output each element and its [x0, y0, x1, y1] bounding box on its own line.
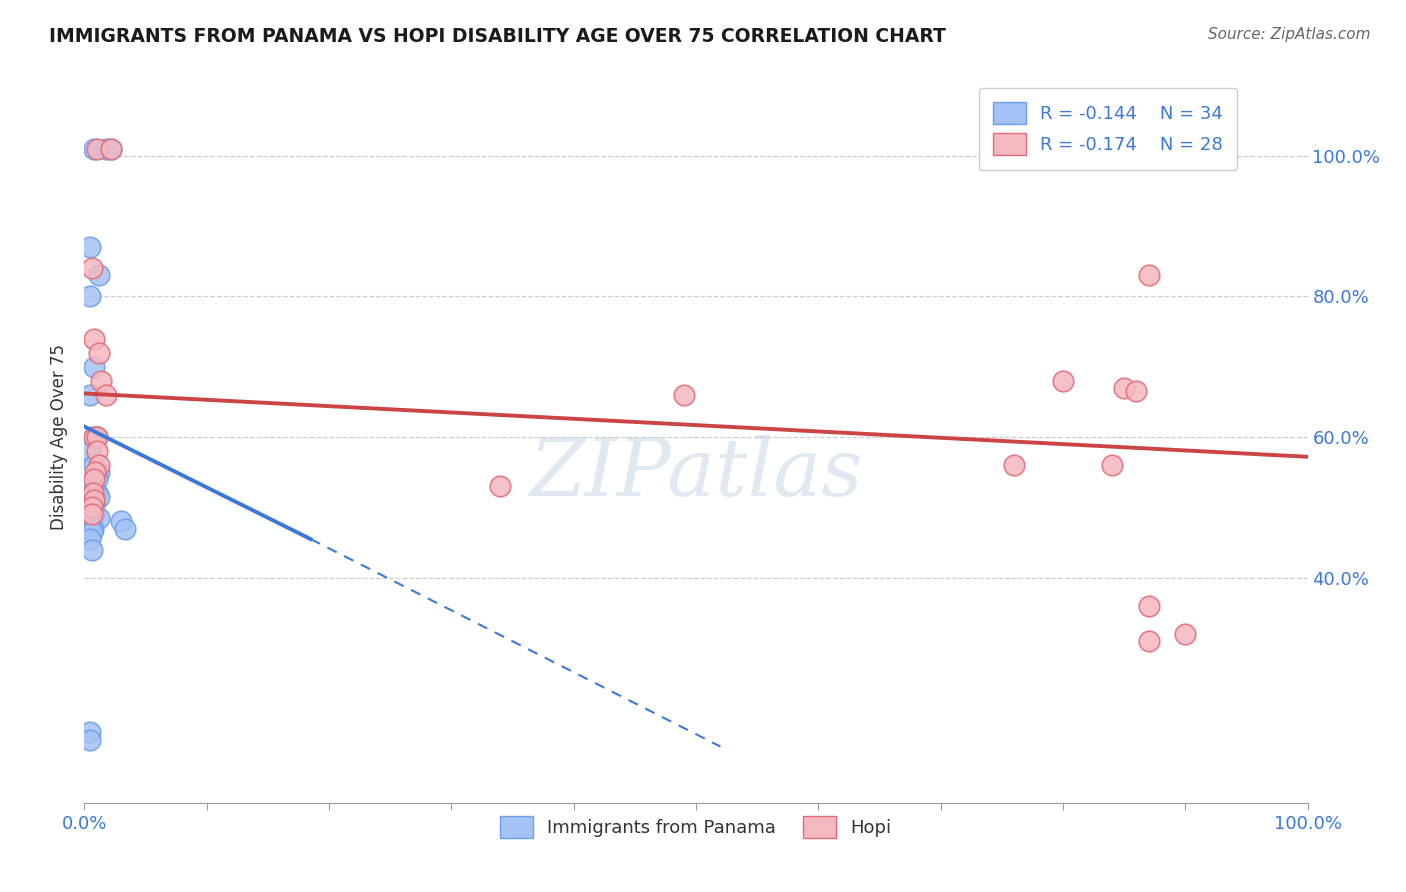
Point	[672, 388, 695, 402]
Point	[114, 522, 136, 536]
Point	[86, 444, 108, 458]
Point	[1137, 268, 1160, 283]
Point	[84, 465, 107, 479]
Point	[80, 500, 103, 515]
Point	[83, 430, 105, 444]
Point	[1002, 458, 1025, 473]
Point	[83, 483, 105, 497]
Point	[1137, 634, 1160, 648]
Point	[86, 472, 108, 486]
Point	[87, 345, 110, 359]
Point	[79, 493, 101, 508]
Legend: Immigrants from Panama, Hopi: Immigrants from Panama, Hopi	[494, 808, 898, 845]
Point	[100, 142, 122, 156]
Point	[1052, 374, 1074, 388]
Point	[79, 504, 101, 518]
Point	[80, 524, 103, 539]
Point	[86, 486, 108, 500]
Point	[79, 518, 101, 533]
Point	[1125, 384, 1147, 399]
Y-axis label: Disability Age Over 75: Disability Age Over 75	[51, 344, 69, 530]
Text: IMMIGRANTS FROM PANAMA VS HOPI DISABILITY AGE OVER 75 CORRELATION CHART: IMMIGRANTS FROM PANAMA VS HOPI DISABILIT…	[49, 27, 946, 45]
Point	[83, 142, 105, 156]
Point	[79, 444, 101, 458]
Point	[79, 388, 101, 402]
Point	[80, 508, 103, 522]
Point	[79, 532, 101, 546]
Point	[86, 430, 108, 444]
Point	[1174, 627, 1197, 641]
Point	[79, 725, 101, 739]
Point	[90, 374, 112, 388]
Point	[83, 472, 105, 486]
Point	[87, 268, 110, 283]
Point	[87, 465, 110, 479]
Point	[79, 732, 101, 747]
Point	[82, 522, 104, 536]
Point	[80, 500, 103, 515]
Point	[80, 475, 103, 490]
Point	[83, 508, 105, 522]
Point	[100, 142, 122, 156]
Point	[87, 458, 110, 473]
Point	[86, 142, 108, 156]
Point	[82, 486, 104, 500]
Point	[83, 497, 105, 511]
Point	[83, 332, 105, 346]
Point	[83, 493, 105, 508]
Point	[79, 240, 101, 254]
Point	[489, 479, 512, 493]
Point	[1101, 458, 1123, 473]
Point	[96, 142, 118, 156]
Point	[83, 458, 105, 473]
Point	[83, 430, 105, 444]
Point	[1114, 381, 1136, 395]
Point	[96, 388, 118, 402]
Point	[80, 261, 103, 276]
Point	[1137, 599, 1160, 613]
Point	[79, 289, 101, 303]
Point	[87, 511, 110, 525]
Text: ZIPatlas: ZIPatlas	[529, 435, 863, 512]
Point	[87, 490, 110, 504]
Point	[83, 359, 105, 374]
Point	[86, 430, 108, 444]
Text: Source: ZipAtlas.com: Source: ZipAtlas.com	[1208, 27, 1371, 42]
Point	[80, 542, 103, 557]
Point	[79, 515, 101, 529]
Point	[110, 515, 132, 529]
